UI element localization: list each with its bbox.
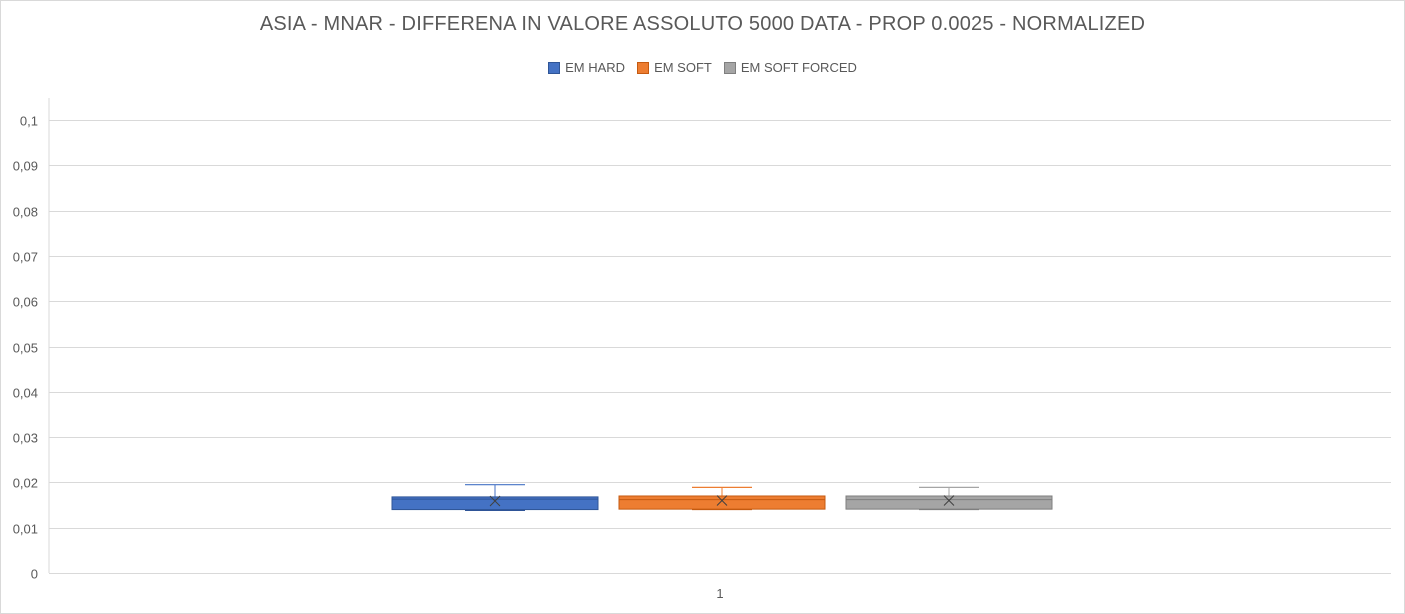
y-tick-label: 0,09 <box>13 159 38 174</box>
mean-marker-em-soft <box>716 495 728 506</box>
y-tick-label: 0,06 <box>13 295 38 310</box>
y-tick-label: 0 <box>31 567 38 582</box>
mean-marker-em-soft-forced <box>943 495 955 506</box>
y-tick-label: 0,01 <box>13 522 38 537</box>
legend: EM HARD EM SOFT EM SOFT FORCED <box>0 60 1405 75</box>
legend-swatch-em-soft <box>637 61 650 74</box>
y-tick-label: 0,1 <box>20 114 38 129</box>
x-tick-label: 1 <box>716 586 723 601</box>
legend-label-em-soft: EM SOFT <box>654 60 712 75</box>
box-em-soft <box>618 495 826 510</box>
legend-item-em-hard[interactable]: EM HARD <box>548 60 625 75</box>
y-tick-label: 0,03 <box>13 431 38 446</box>
legend-swatch-em-hard <box>548 61 561 74</box>
legend-item-em-soft-forced[interactable]: EM SOFT FORCED <box>723 60 857 75</box>
y-tick-label: 0,02 <box>13 476 38 491</box>
legend-swatch-em-soft-forced <box>723 61 736 74</box>
mean-marker-em-hard <box>489 495 501 507</box>
legend-label-em-soft-forced: EM SOFT FORCED <box>740 60 857 75</box>
legend-item-em-soft[interactable]: EM SOFT <box>637 60 712 75</box>
y-tick-label: 0,04 <box>13 386 38 401</box>
y-tick-label: 0,07 <box>13 250 38 265</box>
box-em-hard <box>391 496 599 511</box>
chart-title: ASIA - MNAR - DIFFERENA IN VALORE ASSOLU… <box>259 13 1146 35</box>
y-tick-label: 0,08 <box>13 205 38 220</box>
legend-label-em-hard: EM HARD <box>565 60 626 75</box>
y-tick-label: 0,05 <box>13 341 38 356</box>
box-em-soft-forced <box>845 495 1053 510</box>
